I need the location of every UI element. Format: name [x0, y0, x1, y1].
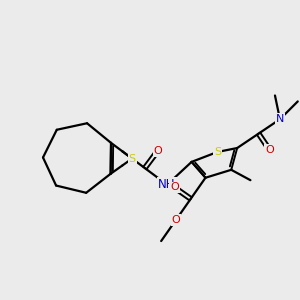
Text: O: O: [172, 215, 180, 225]
Text: O: O: [265, 145, 274, 155]
Text: N: N: [276, 114, 284, 124]
Text: S: S: [214, 147, 221, 157]
Text: S: S: [128, 154, 136, 164]
Text: O: O: [170, 182, 179, 193]
Text: O: O: [154, 146, 162, 156]
Text: NH: NH: [158, 178, 176, 191]
